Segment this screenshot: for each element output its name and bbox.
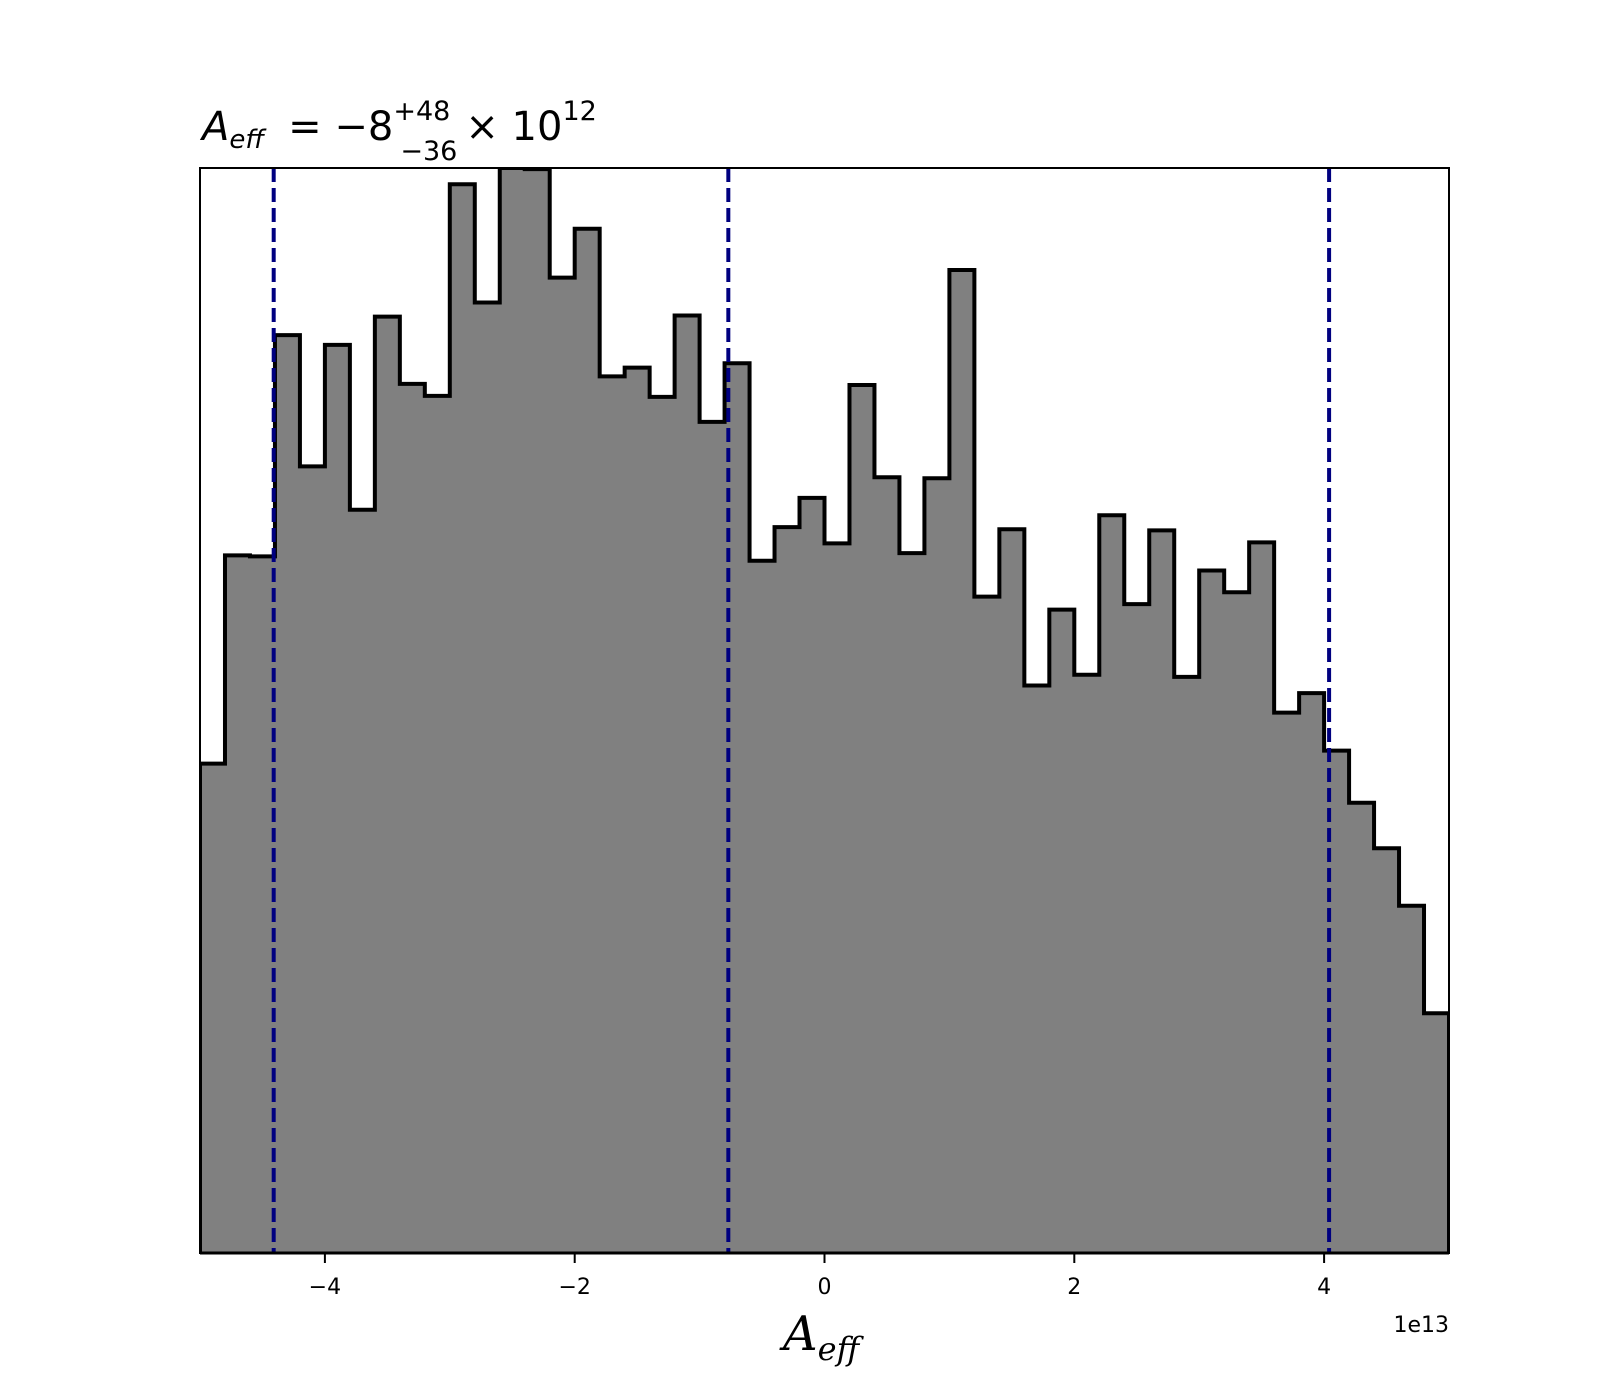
x-tick-label: 4 [1317,1275,1331,1300]
histogram-bar [524,169,551,1253]
histogram-bar [674,315,701,1253]
x-tick-label: −2 [558,1275,590,1300]
histogram-bar [849,385,876,1253]
histogram-bar [1299,693,1325,1253]
histogram-bar [374,316,401,1253]
histogram-bar [624,367,651,1253]
histogram-bar [1124,604,1150,1253]
histogram-bar [1199,570,1225,1253]
histogram-bar [1049,609,1075,1253]
histogram-bar [1274,712,1300,1253]
x-offset-label: 1e13 [1393,1313,1449,1338]
histogram-bar [999,529,1025,1253]
histogram-bars [200,168,1449,1253]
title-median: = −8 [288,104,393,150]
title-lower-error: −36 [400,136,457,167]
histogram-bar [774,527,801,1253]
histogram-outline [200,168,1449,1253]
histogram-bar [1099,515,1125,1253]
chart-title: Aeff = −8+48 −36 × 1012 [199,96,597,167]
histogram-bar [824,543,851,1253]
histogram-bar [1149,530,1175,1253]
x-axis-label-symbol: A [779,1306,818,1362]
x-axis-label-subscript: eff [818,1330,865,1368]
histogram-bar [474,302,501,1253]
x-axis-ticks: −4 −2 0 2 4 [309,1253,1331,1300]
histogram-bar [924,478,950,1253]
histogram-bar [799,497,826,1253]
histogram-bar [399,383,426,1253]
histogram-bar [1249,542,1275,1253]
title-upper-error: +48 [393,96,450,127]
histogram-bar [449,184,476,1253]
x-axis-label: Aeff [779,1306,865,1368]
histogram-bar [974,596,1000,1253]
histogram-bar [699,421,726,1253]
title-symbol: A [199,104,229,150]
x-tick-label: 2 [1067,1275,1081,1300]
histogram-bar [874,477,901,1253]
histogram-bar [349,509,376,1253]
histogram-bar [574,228,601,1253]
histogram-bar [1224,592,1250,1253]
quantile-lines [271,168,1332,1253]
histogram-bar [749,560,776,1253]
histogram-bar [1349,802,1375,1253]
histogram-bar [424,395,451,1253]
histogram-bar [249,556,276,1253]
histogram-bar [649,396,676,1253]
histogram-bar [1374,848,1400,1253]
histogram-bar [1024,685,1050,1253]
x-tick-label: 0 [818,1275,832,1300]
histogram-bar [1074,674,1100,1253]
histogram-bar [224,555,251,1253]
histogram-bar [1399,905,1425,1253]
histogram-bar [549,277,576,1253]
title-subscript: eff [229,125,267,155]
histogram-bar [899,553,926,1253]
histogram-bar [1424,1013,1449,1253]
histogram-bar [299,466,326,1253]
x-tick-label: −4 [309,1275,341,1300]
histogram-bar [200,763,226,1253]
title-exponent: 12 [562,96,596,127]
histogram-bar [949,269,975,1253]
histogram-bar [274,335,301,1253]
histogram-bar [499,168,526,1253]
histogram-bar [324,344,351,1253]
title-times: × 10 [465,104,562,150]
histogram-bar [1174,676,1200,1253]
histogram-bar [599,376,626,1253]
